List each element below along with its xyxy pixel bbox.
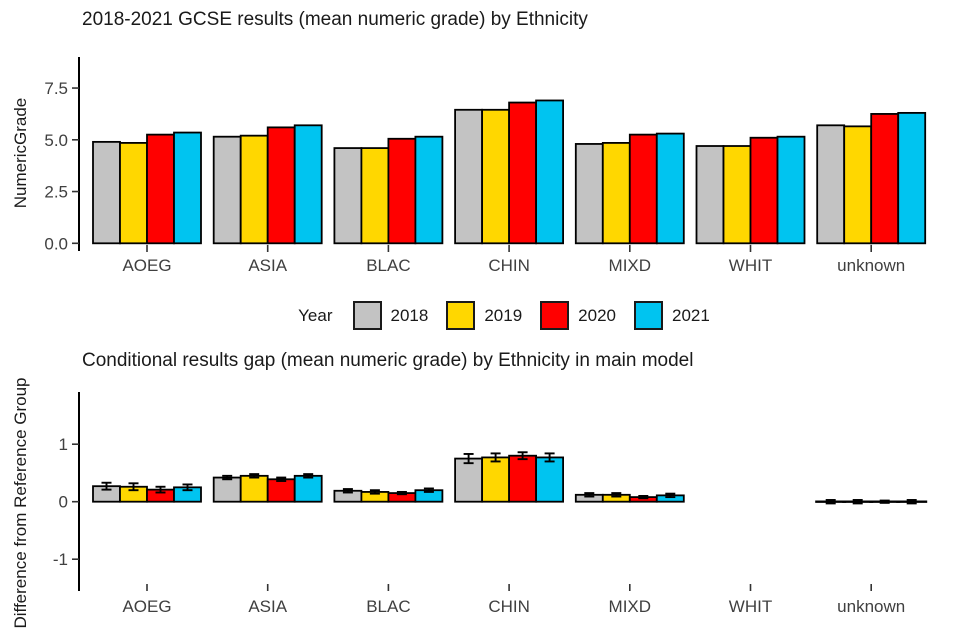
x-category-label: ASIA (248, 256, 287, 275)
x-category-label: BLAC (366, 597, 410, 616)
legend-item-2021: 2021 (634, 301, 710, 330)
legend-label-2020: 2020 (578, 305, 616, 325)
bar-2021-BLAC (414, 135, 444, 245)
bar-2021-ASIA (293, 124, 323, 245)
bar-2019-AOEG (119, 142, 148, 245)
bar-2019-WHIT (722, 145, 752, 245)
legend-label-2021: 2021 (672, 305, 710, 325)
bar-2021-MIXD (655, 132, 685, 245)
x-category-label: unknown (837, 597, 905, 616)
y-tick-label: 7.5 (44, 79, 68, 98)
bar-2021-unknown (897, 111, 927, 245)
top-chart-title: 2018-2021 GCSE results (mean numeric gra… (82, 9, 588, 30)
legend-item-2019: 2019 (446, 301, 522, 330)
bar-2018-BLAC (333, 147, 363, 245)
legend-label-2018: 2018 (390, 305, 429, 325)
bar-2018-CHIN (454, 108, 484, 245)
bar-2019-BLAC (360, 147, 390, 245)
x-category-label: MIXD (609, 256, 652, 275)
bar-2018-MIXD (574, 143, 604, 245)
bar-2019-CHIN (481, 108, 511, 245)
x-category-label: BLAC (366, 256, 410, 275)
x-category-label: AOEG (122, 597, 171, 616)
top-y-axis-title: NumericGrade (11, 97, 30, 209)
bar-2020-ASIA (266, 478, 296, 503)
bar-2020-MIXD (628, 133, 658, 245)
y-tick-label: 0 (59, 493, 68, 512)
legend-swatch-2019 (446, 301, 476, 330)
y-tick-label: 2.5 (44, 183, 68, 202)
bar-2018-AOEG (92, 140, 121, 245)
x-category-label: WHIT (729, 256, 772, 275)
x-category-label: AOEG (122, 256, 171, 275)
bar-2020-AOEG (146, 133, 175, 245)
bar-2019-ASIA (239, 474, 269, 503)
x-category-label: ASIA (248, 597, 287, 616)
bar-2021-CHIN (535, 99, 564, 245)
x-category-label: unknown (837, 256, 905, 275)
bar-2021-ASIA (293, 474, 323, 503)
bar-2019-ASIA (239, 134, 269, 245)
bottom-chart-title: Conditional results gap (mean numeric gr… (82, 350, 694, 371)
x-category-label: MIXD (609, 597, 652, 616)
bar-2020-CHIN (508, 454, 538, 503)
bar-2018-WHIT (695, 145, 725, 245)
y-tick-label: 5.0 (44, 131, 68, 150)
legend-swatch-2018 (352, 301, 382, 330)
results-gap-chart: -1 0 1 AOEG ASIA BLAC CHIN MIXD WHIT unknown (53, 392, 928, 616)
bar-2021-AOEG (173, 131, 202, 245)
y-tick-label: -1 (53, 550, 68, 569)
bar-2018-ASIA (212, 476, 242, 503)
year-legend: Year 2018 2019 2020 2021 (0, 301, 960, 330)
gcse-results-chart: 0.0 2.5 5.0 7.5 AOEG ASIA BLAC CHIN MIXD WHIT unkn… (44, 57, 927, 275)
bar-2020-WHIT (749, 136, 779, 245)
legend-title: Year (298, 305, 333, 325)
legend-swatch-2020 (540, 301, 570, 330)
bar-2019-CHIN (481, 456, 511, 503)
legend-label-2019: 2019 (484, 305, 523, 325)
legend-swatch-2021 (634, 301, 663, 330)
x-category-label: WHIT (729, 597, 772, 616)
bar-2018-unknown (816, 124, 846, 245)
bar-2018-ASIA (212, 135, 242, 245)
y-tick-label: 1 (59, 435, 68, 454)
bar-2018-CHIN (454, 457, 484, 503)
bar-2019-unknown (843, 125, 873, 245)
bar-2020-unknown (870, 113, 900, 245)
bottom-y-axis-title: Difference from Reference Group (11, 377, 30, 629)
bar-2021-WHIT (776, 135, 806, 245)
legend-item-2020: 2020 (540, 301, 616, 330)
bar-2019-MIXD (601, 142, 631, 245)
bar-2020-ASIA (266, 126, 296, 245)
x-category-label: CHIN (488, 256, 530, 275)
bar-2020-CHIN (508, 101, 538, 245)
y-tick-label: 0.0 (44, 234, 68, 253)
legend-item-2018: 2018 (352, 301, 429, 330)
bar-2021-CHIN (535, 456, 564, 503)
x-category-label: CHIN (488, 597, 530, 616)
bar-2020-BLAC (387, 137, 417, 245)
